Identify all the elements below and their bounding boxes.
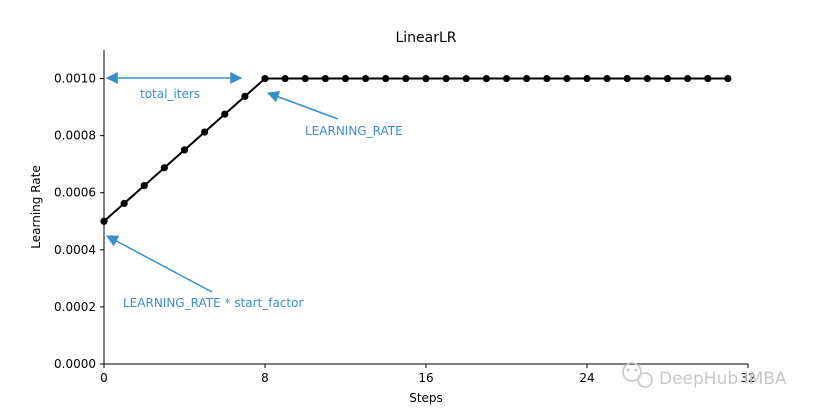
- data-point: [684, 74, 692, 83]
- x-axis-title: Steps: [409, 391, 443, 405]
- data-point: [221, 110, 229, 118]
- data-point: [724, 74, 732, 83]
- data-point: [663, 74, 672, 83]
- data-point: [321, 74, 329, 83]
- data-point: [382, 74, 390, 83]
- data-point: [563, 74, 571, 83]
- axis-ticks: 0 8 16 24 32 0.0000 0.0002 0.0004 0.0006 0.0008 0.…: [54, 72, 756, 385]
- x-tick-label: 8: [261, 371, 269, 385]
- data-point: [502, 74, 511, 83]
- data-point: [261, 74, 269, 83]
- data-point: [281, 74, 289, 83]
- data-point: [402, 74, 410, 83]
- data-point: [543, 74, 551, 83]
- y-tick-label: 0.0006: [54, 186, 96, 200]
- data-point: [301, 74, 309, 83]
- y-axis-title: Learning Rate: [29, 165, 43, 248]
- annotations: total_iters LEARNING_RATE LEARNING_RATE …: [105, 72, 403, 310]
- y-tick-label: 0.0000: [54, 357, 96, 371]
- data-point: [140, 181, 148, 190]
- data-point: [482, 74, 490, 83]
- data-point: [100, 217, 108, 225]
- x-tick-label: 16: [418, 371, 433, 385]
- data-point: [643, 74, 651, 83]
- start-factor-label: LEARNING_RATE * start_factor: [123, 296, 303, 310]
- x-tick-label: 32: [740, 371, 755, 385]
- watermark-text: DeepHub IMBA: [659, 369, 787, 389]
- data-point: [442, 74, 450, 83]
- data-point: [160, 164, 168, 172]
- data-point: [583, 74, 591, 83]
- data-point: [180, 146, 189, 154]
- data-point: [241, 92, 249, 100]
- y-tick-label: 0.0010: [54, 72, 96, 86]
- data-point: [462, 74, 470, 83]
- data-point: [362, 74, 370, 83]
- learning-rate-arrow: [266, 91, 339, 120]
- data-point: [623, 74, 631, 83]
- data-point: [704, 74, 712, 83]
- learning-rate-label: LEARNING_RATE: [305, 124, 403, 138]
- y-tick-label: 0.0008: [54, 129, 96, 143]
- watermark: DeepHub IMBA: [622, 362, 787, 389]
- data-point: [603, 74, 611, 83]
- wechat-icon: [622, 362, 653, 388]
- y-tick-label: 0.0002: [54, 300, 96, 314]
- data-point: [201, 128, 209, 136]
- data-point: [341, 74, 350, 83]
- data-point: [120, 199, 128, 208]
- y-tick-label: 0.0004: [54, 243, 96, 257]
- start-factor-arrow: [105, 235, 213, 293]
- x-tick-label: 0: [100, 371, 108, 385]
- x-tick-label: 24: [579, 371, 594, 385]
- data-point: [422, 74, 430, 83]
- chart-title: LinearLR: [395, 30, 456, 46]
- series-layer: [100, 74, 732, 225]
- data-point: [523, 74, 531, 83]
- total-iters-label: total_iters: [140, 87, 200, 101]
